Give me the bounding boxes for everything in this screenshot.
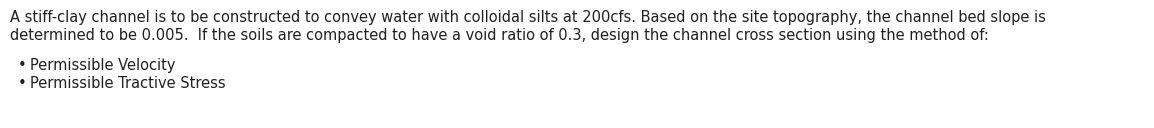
Text: Permissible Velocity: Permissible Velocity [30,58,175,73]
Text: •: • [18,58,27,73]
Text: determined to be 0.005.  If the soils are compacted to have a void ratio of 0.3,: determined to be 0.005. If the soils are… [10,28,989,43]
Text: A stiff-clay channel is to be constructed to convey water with colloidal silts a: A stiff-clay channel is to be constructe… [10,10,1046,25]
Text: •: • [18,76,27,91]
Text: Permissible Tractive Stress: Permissible Tractive Stress [30,76,226,91]
